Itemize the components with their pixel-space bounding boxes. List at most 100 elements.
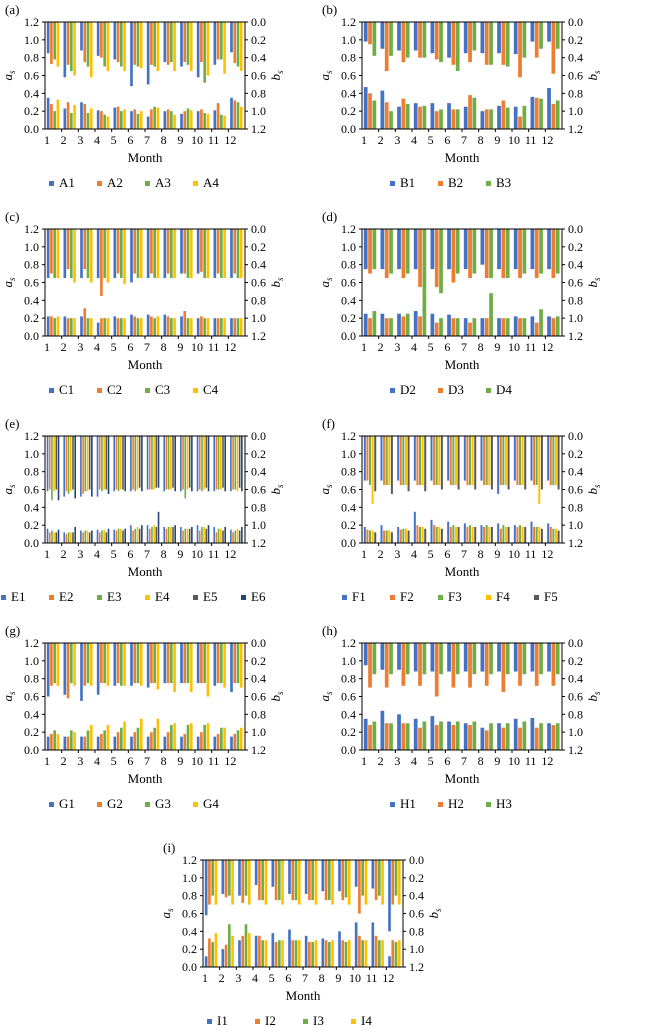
legend-label-E5: E5: [203, 589, 217, 604]
bar-as-B1-m4: [413, 103, 418, 129]
bar-bs-C4-m8: [173, 229, 176, 279]
bar-as-A3-m6: [136, 113, 140, 129]
bar-bs-C2-m8: [166, 229, 170, 274]
bar-as-E3-m5: [117, 528, 120, 543]
bar-as-E1-m10: [196, 525, 199, 543]
bar-bs-C2-m4: [100, 229, 103, 296]
bar-bs-I4-m5: [281, 860, 284, 905]
bar-as-I2-m1: [208, 938, 211, 967]
bar-bs-A3-m4: [103, 22, 106, 67]
bar-as-A1-m10: [196, 111, 200, 129]
x-axis-label: Month: [128, 150, 163, 165]
bar-as-F5-m1: [374, 532, 377, 543]
bar-as-F2-m3: [399, 529, 402, 544]
bar-as-F3-m11: [535, 526, 538, 543]
bar-as-A3-m2: [70, 112, 73, 129]
bar-as-I1-m3: [238, 940, 241, 967]
bar-bs-C1-m9: [180, 229, 183, 274]
bar-bs-G4-m5: [123, 643, 126, 686]
bar-bs-I4-m6: [297, 860, 301, 905]
bar-as-E3-m9: [184, 528, 187, 543]
bar-bs-G2-m7: [150, 643, 153, 684]
legend-label-I2: I2: [265, 1013, 276, 1028]
bar-as-E1-m8: [163, 526, 165, 543]
bar-as-C3-m2: [70, 318, 73, 336]
bar-as-F1-m1: [363, 526, 366, 543]
bar-bs-A3-m3: [86, 22, 90, 67]
left-tick-label: 0.8: [341, 51, 356, 65]
bar-bs-E2-m10: [198, 436, 201, 490]
bar-bs-E6-m4: [107, 436, 110, 494]
x-tick-label: 7: [302, 971, 308, 985]
right-tick-label: 1.0: [251, 518, 266, 532]
bar-bs-E1-m5: [113, 436, 115, 492]
bar-as-D4-m2: [389, 318, 393, 336]
right-tick-label: 0.8: [251, 293, 266, 307]
bar-bs-I4-m7: [314, 860, 318, 905]
bar-as-C3-m4: [103, 318, 106, 336]
bar-bs-E1-m7: [146, 436, 149, 490]
right-tick-label: 0.6: [251, 69, 266, 83]
bar-as-C4-m3: [89, 318, 93, 336]
bar-bs-F5-m1: [374, 436, 377, 492]
bar-bs-H1-m6: [447, 643, 451, 672]
bar-bs-D4-m1: [372, 229, 377, 270]
bar-bs-D4-m7: [472, 229, 477, 274]
bar-as-D2-m12: [547, 316, 551, 336]
bar-as-E2-m6: [132, 530, 134, 543]
bar-as-H1-m1: [363, 718, 368, 750]
legend-label-G4: G4: [203, 796, 219, 811]
right-tick-label: 0.2: [251, 447, 266, 461]
bar-bs-F1-m12: [547, 436, 550, 481]
x-tick-label: 4: [411, 547, 417, 561]
bar-bs-I3-m7: [311, 860, 314, 901]
bar-as-E6-m8: [174, 525, 176, 543]
right-tick-label: 0.8: [568, 86, 583, 100]
x-tick-label: 7: [461, 340, 467, 354]
bar-bs-F4-m1: [371, 436, 374, 504]
bar-bs-G2-m1: [50, 643, 53, 686]
bar-bs-I1-m7: [304, 860, 308, 894]
bar-as-G1-m11: [213, 736, 217, 751]
bar-bs-G2-m11: [216, 643, 220, 684]
bar-bs-B3-m7: [472, 22, 477, 51]
left-tick-label: 0.6: [24, 69, 39, 83]
bar-bs-I1-m5: [271, 860, 275, 887]
bar-bs-G4-m9: [189, 643, 193, 693]
right-tick-label: 0.2: [251, 240, 266, 254]
bar-as-B3-m3: [405, 104, 410, 129]
bar-bs-G2-m3: [83, 643, 87, 686]
legend-label-A2: A2: [107, 175, 123, 190]
bar-bs-G2-m10: [200, 643, 203, 684]
legend-label-E4: E4: [155, 589, 170, 604]
bar-bs-E3-m6: [134, 436, 137, 492]
right-axis-label: bs: [268, 70, 285, 81]
bar-as-E3-m7: [151, 526, 153, 543]
bar-as-E1-m1: [46, 528, 49, 543]
right-tick-label: 0.4: [251, 465, 266, 479]
x-tick-label: 2: [378, 547, 384, 561]
bar-bs-D3-m7: [468, 229, 472, 279]
bar-as-D3-m6: [451, 318, 456, 336]
bar-as-I2-m8: [324, 940, 328, 967]
bar-as-H3-m5: [439, 721, 443, 750]
bar-bs-G3-m4: [103, 643, 106, 684]
bar-as-C4-m9: [189, 318, 193, 336]
right-axis-label: bs: [585, 277, 602, 288]
right-tick-label: 1.0: [251, 311, 266, 325]
bar-as-A1-m5: [113, 107, 117, 129]
bar-as-I1-m9: [338, 931, 341, 967]
bar-as-I1-m6: [288, 929, 291, 967]
bar-bs-F3-m4: [419, 436, 422, 486]
bar-bs-D3-m2: [384, 229, 389, 279]
legend-swatch-C4: [193, 388, 198, 393]
bar-as-F3-m3: [402, 528, 405, 543]
bar-as-D2-m1: [363, 313, 368, 336]
bar-as-D3-m2: [384, 318, 389, 336]
bar-bs-G1-m6: [130, 643, 133, 686]
bar-bs-H1-m2: [380, 643, 385, 670]
bar-as-D3-m10: [518, 318, 522, 336]
bar-bs-B1-m9: [497, 22, 501, 54]
bar-as-C3-m7: [153, 318, 156, 336]
bar-as-E5-m11: [222, 530, 224, 543]
